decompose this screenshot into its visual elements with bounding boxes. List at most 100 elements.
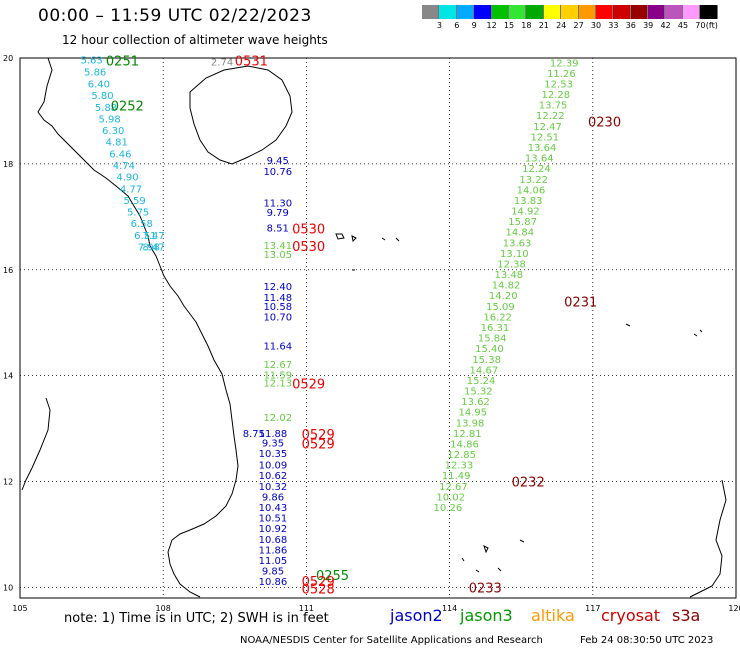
swh-value: 13.05 [263, 250, 292, 261]
swh-value: 11.49 [442, 471, 471, 482]
swh-value: 13.48 [494, 270, 523, 281]
swh-value: 6.40 [88, 79, 110, 90]
pass-time-label: 0230 [588, 116, 621, 131]
swh-value: 10.26 [434, 503, 463, 514]
swh-value: 9.85 [262, 567, 284, 578]
swh-value: 5.59 [123, 196, 145, 207]
swh-value: 13.98 [456, 418, 485, 429]
swh-value: 13.63 [503, 238, 532, 249]
swh-value: 14.92 [511, 207, 540, 218]
swh-value: 12.40 [263, 282, 292, 293]
colorbar-label: 45 [677, 21, 689, 30]
colorbar-cell [630, 5, 649, 19]
swh-value: 10.68 [259, 535, 288, 546]
colorbar-label: 33 [608, 21, 619, 30]
swh-value: 14.84 [506, 228, 535, 239]
colorbar-cell [543, 5, 562, 19]
colorbar-cell [665, 5, 683, 19]
colorbar-cell [682, 5, 701, 19]
swh-value: 10.58 [263, 302, 292, 313]
swh-value: 9.35 [262, 438, 284, 449]
swh-value: 12.39 [550, 58, 579, 69]
swh-value: 7.47 [143, 231, 165, 242]
pass-time-label: 0529 [302, 575, 335, 590]
swh-value: 11.64 [263, 342, 292, 353]
lat-tick-label: 12 [3, 478, 13, 487]
swh-value: 10.32 [259, 482, 288, 493]
colorbar-label: 27 [573, 21, 584, 30]
swh-value: 5.75 [127, 208, 149, 219]
swh-value: 14.20 [489, 291, 518, 302]
swh-value: 11.30 [263, 199, 292, 210]
lon-tick-label: 114 [442, 604, 457, 613]
swh-value: 5.98 [98, 114, 120, 125]
colorbar-label: 18 [521, 21, 532, 30]
legend-item-cryosat: cryosat [601, 606, 661, 625]
swh-value: 5.80 [91, 91, 113, 102]
swh-value: 12.13 [263, 379, 292, 390]
pass-time-label: 0529 [302, 428, 335, 443]
spratly-islands [461, 539, 525, 573]
swh-value: 7.98 [138, 243, 160, 254]
colorbar-label: 36 [625, 21, 636, 30]
vietnam-coast [37, 57, 239, 598]
lon-tick-label: 111 [299, 604, 314, 613]
colorbar-cell [613, 5, 631, 19]
swh-value: 13.83 [514, 196, 543, 207]
colorbar-cell [474, 5, 492, 19]
swh-value: 8.51 [267, 223, 289, 234]
colorbar-labels: 3 6 9 12 15 18 21 24 27 30 33 36 39 42 45 70 (ft) [422, 21, 736, 33]
lon-tick-label: 117 [585, 604, 600, 613]
colorbar-label: 21 [538, 21, 549, 30]
colorbar-label: 3 [436, 21, 442, 30]
swh-value: 14.06 [517, 185, 546, 196]
swh-value: 12.81 [453, 429, 482, 440]
swh-value: 15.38 [472, 355, 501, 366]
pass-time-label: 0531 [235, 55, 268, 70]
swh-value: 6.30 [102, 126, 124, 137]
footer-note: note: 1) Time is in UTC; 2) SWH is in fe… [64, 611, 329, 626]
swh-value: 15.09 [486, 302, 515, 313]
swh-value: 15.24 [467, 376, 496, 387]
colorbar-label: 42 [660, 21, 671, 30]
colorbar-cell [491, 5, 509, 19]
lat-tick-label: 20 [3, 54, 13, 63]
swh-value: 11.88 [259, 429, 288, 440]
colorbar-label: 24 [556, 21, 567, 30]
swh-value: 8.47 [143, 243, 165, 254]
swh-value: 4.77 [120, 184, 142, 195]
swh-value: 4.74 [113, 161, 135, 172]
swh-value: 9.86 [262, 492, 284, 503]
swh-value: 13.41 [263, 241, 292, 252]
colorbar-label: 39 [643, 21, 654, 30]
swh-value: 13.64 [528, 143, 557, 154]
swh-value: 12.24 [522, 164, 551, 175]
swh-value: 10.09 [259, 461, 288, 472]
swh-value: 4.90 [116, 173, 138, 184]
lat-tick-label: 10 [3, 583, 13, 592]
swh-value: 10.43 [259, 503, 288, 514]
lon-tick-label: 105 [12, 604, 27, 613]
pass-time-label: 0252 [111, 100, 144, 115]
swh-value: 9.45 [267, 156, 289, 167]
swh-value: 12.47 [533, 122, 562, 133]
pass-time-label: 0529 [292, 378, 325, 393]
swh-value: 11.86 [259, 545, 288, 556]
colorbar-label: 6 [454, 21, 460, 30]
swh-value: 12.51 [530, 132, 559, 143]
colorbar-cell [595, 5, 614, 19]
pass-time-label: 0530 [292, 222, 325, 237]
swh-value: 6.58 [131, 219, 153, 230]
lon-tick-label: 120 [728, 604, 740, 613]
colorbar-cell [578, 5, 596, 19]
colorbar [422, 5, 718, 19]
swh-value: 10.35 [259, 449, 288, 460]
map-subtitle: 12 hour collection of altimeter wave hei… [62, 33, 328, 47]
reef-marks [625, 323, 703, 337]
pass-time-label: 0231 [564, 296, 597, 311]
legend-item-jason3: jason3 [460, 606, 513, 625]
swh-value: 16.22 [483, 312, 512, 323]
lat-tick-label: 18 [3, 160, 13, 169]
pass-time-label: 0529 [302, 437, 335, 452]
